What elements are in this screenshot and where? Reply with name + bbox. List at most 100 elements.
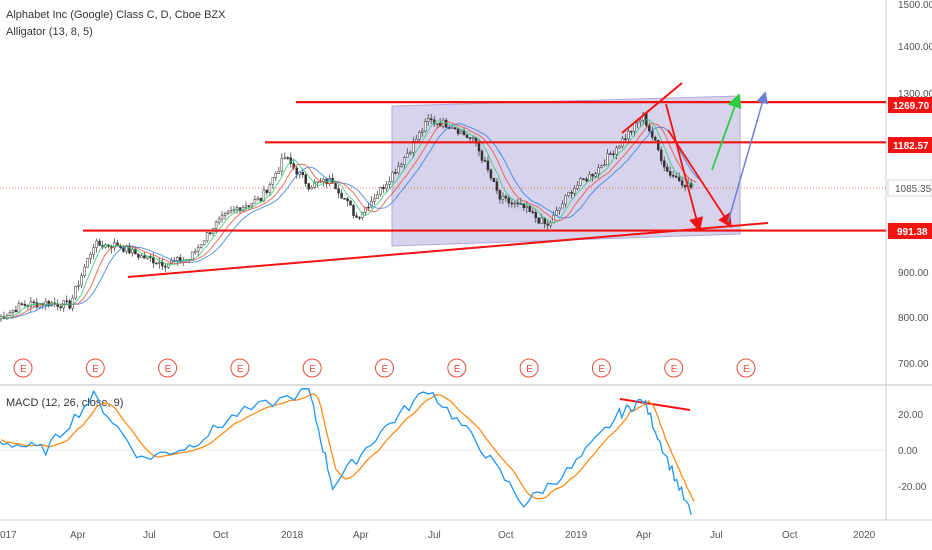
x-tick: 2020: [853, 530, 876, 541]
y-tick: 800.00: [898, 313, 929, 324]
level-label: 1269.70: [893, 101, 930, 112]
candle-body: [417, 132, 421, 140]
earnings-marker[interactable]: [375, 358, 394, 378]
earnings-label: E: [671, 364, 678, 375]
earnings-marker[interactable]: [736, 358, 756, 378]
earnings-label: E: [309, 364, 316, 375]
candle-body: [671, 175, 675, 177]
candle-body: [651, 130, 654, 138]
peak-trendline[interactable]: [621, 82, 683, 134]
earnings-marker[interactable]: [230, 358, 250, 378]
candle-body: [119, 246, 122, 248]
earnings-marker[interactable]: [302, 358, 322, 378]
candle-body: [579, 178, 582, 186]
horizontal-levels: [83, 101, 886, 232]
candle-body: [498, 190, 502, 200]
candle-body: [167, 263, 170, 268]
candle-body: [456, 128, 460, 134]
candle-body: [277, 170, 281, 174]
candle-body: [600, 165, 603, 168]
candle-body: [627, 130, 630, 140]
candle-body: [310, 187, 313, 190]
candle-body: [429, 118, 433, 121]
candle-body: [612, 153, 615, 156]
candle-body: [193, 250, 197, 253]
candle-body: [217, 218, 221, 223]
candle-body: [161, 261, 164, 267]
candle-body: [618, 145, 621, 149]
candle-body: [513, 202, 517, 205]
x-tick: 2018: [281, 530, 304, 541]
candle-body: [343, 197, 346, 200]
candle-body: [214, 221, 218, 229]
alligator-lips: [0, 118, 695, 320]
earnings-marker[interactable]: [85, 358, 105, 378]
candle-body: [516, 202, 520, 205]
candle-body: [364, 206, 367, 213]
earnings-label: E: [237, 364, 244, 375]
earnings-marker[interactable]: [519, 358, 539, 378]
candle-body: [591, 174, 594, 177]
candle-body: [654, 137, 657, 141]
candle-body: [677, 176, 681, 181]
down-arrow[interactable]: [665, 103, 704, 232]
candle-body: [576, 185, 579, 189]
candle-body: [668, 171, 672, 176]
candle-body: [295, 167, 298, 175]
candle-body: [92, 247, 95, 255]
candle-body: [555, 210, 558, 216]
candle-body: [423, 121, 427, 132]
level-label: 991.38: [897, 227, 928, 238]
candles: [0, 112, 693, 323]
candle-body: [594, 173, 597, 177]
candle-body: [382, 186, 385, 189]
earnings-marker[interactable]: [447, 358, 467, 378]
down-arrow[interactable]: [667, 129, 732, 229]
x-tick: Apr: [636, 530, 652, 541]
candle-body: [152, 257, 155, 264]
candle-body: [459, 130, 463, 134]
candle-body: [44, 301, 48, 306]
candle-body: [259, 197, 263, 202]
price-labels: 1269.70 1182.57 1085.35 991.38: [887, 97, 932, 239]
candle-body: [468, 137, 472, 139]
candle-body: [283, 157, 287, 159]
candle-body: [301, 171, 304, 176]
candle-body: [403, 157, 406, 165]
x-tick: 2019: [565, 530, 588, 541]
earnings-label: E: [92, 364, 99, 375]
level-label-box: [888, 223, 932, 239]
candle-body: [358, 217, 361, 219]
candle-body: [492, 177, 496, 182]
earnings-marker[interactable]: [158, 358, 178, 378]
x-tick: Oct: [782, 530, 798, 541]
candle-body: [630, 130, 633, 133]
candle-body: [415, 139, 418, 142]
earnings-marker[interactable]: [13, 358, 33, 378]
earnings-marker[interactable]: [664, 358, 684, 378]
candle-body: [304, 174, 307, 184]
candle-body: [17, 303, 21, 313]
candle-body: [537, 217, 540, 224]
candle-body: [615, 147, 618, 155]
candle-body: [483, 160, 487, 162]
candle-body: [337, 188, 340, 194]
candle-body: [355, 215, 358, 218]
up-arrow-green[interactable]: [711, 93, 742, 171]
macd-divergence-line[interactable]: [619, 398, 691, 411]
candle-body: [232, 209, 236, 211]
up-arrow-blue[interactable]: [727, 91, 769, 223]
candle-body: [507, 197, 511, 204]
earnings-marker[interactable]: [591, 358, 611, 378]
candle-body: [420, 130, 424, 133]
candle-body: [71, 297, 74, 309]
candle-body: [334, 182, 337, 190]
candle-body: [561, 203, 564, 209]
x-tick: Oct: [213, 530, 229, 541]
price-channel: [391, 95, 741, 247]
candle-body: [340, 192, 343, 199]
rising-trendline[interactable]: [127, 222, 769, 278]
candle-body: [307, 183, 310, 190]
macd-line: [0, 388, 692, 515]
